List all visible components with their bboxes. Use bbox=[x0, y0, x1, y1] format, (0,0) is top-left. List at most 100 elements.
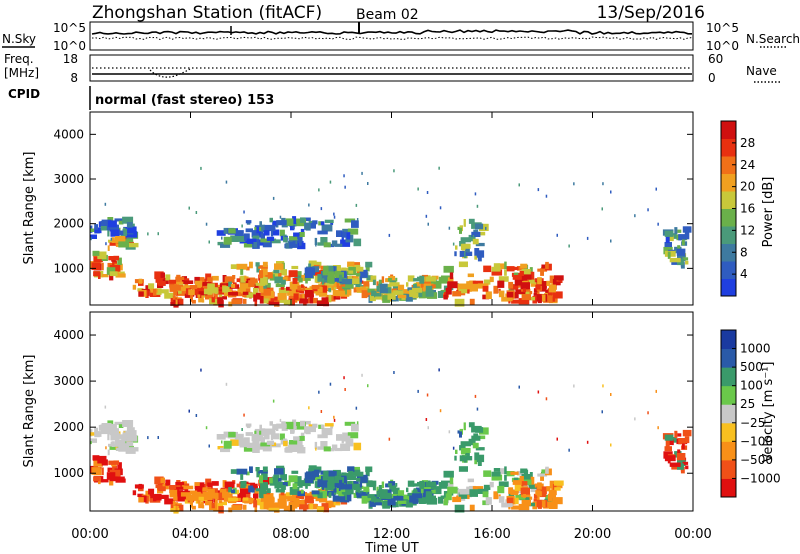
echo-cell bbox=[275, 283, 285, 288]
echo-cell bbox=[441, 275, 451, 281]
echo-cell bbox=[454, 298, 465, 307]
echo-cell bbox=[251, 230, 259, 238]
echo-cell bbox=[321, 278, 325, 285]
colorbar-tick-label: 24 bbox=[740, 158, 755, 172]
echo-cell bbox=[127, 430, 137, 438]
echo-cell bbox=[281, 485, 286, 490]
echo-cell bbox=[259, 284, 264, 293]
echo-cell bbox=[260, 442, 271, 447]
echo-cell bbox=[293, 293, 299, 300]
echo-cell bbox=[504, 474, 507, 481]
echo-cell bbox=[680, 262, 685, 269]
echo-cell bbox=[266, 488, 271, 493]
echo-cell bbox=[234, 230, 244, 236]
echo-cell bbox=[161, 289, 169, 294]
echo-cell bbox=[173, 494, 178, 501]
echo-cell bbox=[677, 245, 681, 251]
echo-cell bbox=[539, 493, 547, 498]
colorbar-tick-label: 20 bbox=[740, 180, 755, 194]
echo-cell bbox=[111, 237, 115, 243]
echo-cell bbox=[230, 235, 239, 242]
echo-cell bbox=[318, 490, 328, 499]
echo-cell bbox=[164, 498, 175, 505]
echo-cell bbox=[328, 288, 331, 292]
echo-cell bbox=[105, 242, 107, 246]
echo-cell bbox=[334, 475, 342, 483]
echo-cell bbox=[100, 429, 107, 435]
echo-cell bbox=[471, 435, 481, 441]
echo-cell bbox=[356, 272, 361, 277]
colorbar-swatch bbox=[721, 422, 736, 442]
echo-cell bbox=[253, 242, 258, 248]
echo-cell bbox=[293, 436, 300, 441]
echo-cell bbox=[514, 497, 519, 505]
echo-cell bbox=[476, 407, 479, 411]
echo-cell bbox=[381, 276, 385, 283]
echo-cell bbox=[359, 275, 363, 283]
echo-cell bbox=[543, 501, 553, 509]
echo-cell bbox=[519, 476, 524, 484]
echo-cell bbox=[127, 226, 137, 234]
echo-cell bbox=[415, 282, 424, 289]
echo-cell bbox=[472, 235, 475, 238]
echo-cell bbox=[361, 373, 363, 377]
echo-cell bbox=[264, 224, 276, 232]
echo-cell bbox=[351, 483, 360, 490]
x-tick-label: 12:00 bbox=[373, 527, 410, 542]
echo-cell bbox=[234, 433, 244, 440]
echo-cell bbox=[323, 242, 331, 248]
echo-cell bbox=[342, 228, 353, 235]
echo-cell bbox=[107, 423, 117, 431]
echo-cell bbox=[243, 210, 245, 214]
x-tick-label: 00:00 bbox=[71, 527, 108, 542]
echo-cell bbox=[415, 289, 423, 297]
echo-cell bbox=[228, 228, 236, 234]
echo-cell bbox=[452, 291, 462, 297]
echo-cell bbox=[332, 265, 341, 272]
echo-cell bbox=[228, 507, 233, 513]
echo-cell bbox=[331, 240, 338, 247]
echo-cell bbox=[527, 279, 538, 284]
echo-cell bbox=[568, 448, 570, 452]
colorbar-swatch bbox=[721, 278, 736, 297]
echo-cell bbox=[253, 493, 259, 502]
echo-cell bbox=[159, 277, 169, 285]
echo-cell bbox=[554, 281, 561, 286]
echo-cell bbox=[671, 233, 677, 239]
echo-cell bbox=[208, 240, 210, 244]
echo-cell bbox=[409, 289, 417, 297]
echo-cell bbox=[655, 187, 657, 191]
echo-cell bbox=[311, 466, 322, 473]
echo-cell bbox=[251, 433, 259, 442]
echo-cell bbox=[184, 499, 191, 504]
echo-cell bbox=[286, 492, 292, 497]
echo-cell bbox=[552, 278, 557, 285]
echo-cell bbox=[521, 294, 531, 300]
echo-cell bbox=[324, 423, 334, 427]
echo-cell bbox=[485, 497, 492, 505]
echo-cell bbox=[393, 496, 404, 501]
echo-cell bbox=[457, 430, 460, 434]
echo-cell bbox=[341, 284, 352, 289]
echo-cell bbox=[301, 284, 304, 288]
echo-cell bbox=[406, 487, 409, 493]
echo-cell bbox=[388, 278, 392, 282]
echo-cell bbox=[447, 486, 458, 494]
echo-cell bbox=[211, 297, 215, 303]
echo-cell bbox=[372, 279, 376, 286]
echo-cell bbox=[205, 478, 212, 486]
echo-cell bbox=[338, 285, 343, 291]
echo-cell bbox=[259, 221, 262, 228]
echo-cell bbox=[259, 490, 264, 499]
echo-cell bbox=[469, 504, 475, 511]
echo-cell bbox=[256, 265, 260, 273]
echo-cell bbox=[102, 224, 113, 231]
echo-cell bbox=[425, 285, 433, 291]
echo-cell bbox=[586, 236, 589, 240]
echo-cell bbox=[678, 234, 686, 241]
echo-cell bbox=[279, 229, 285, 237]
echo-cell bbox=[464, 456, 467, 463]
echo-cell bbox=[351, 481, 359, 487]
echo-cell bbox=[459, 445, 466, 451]
echo-cell bbox=[332, 471, 336, 480]
